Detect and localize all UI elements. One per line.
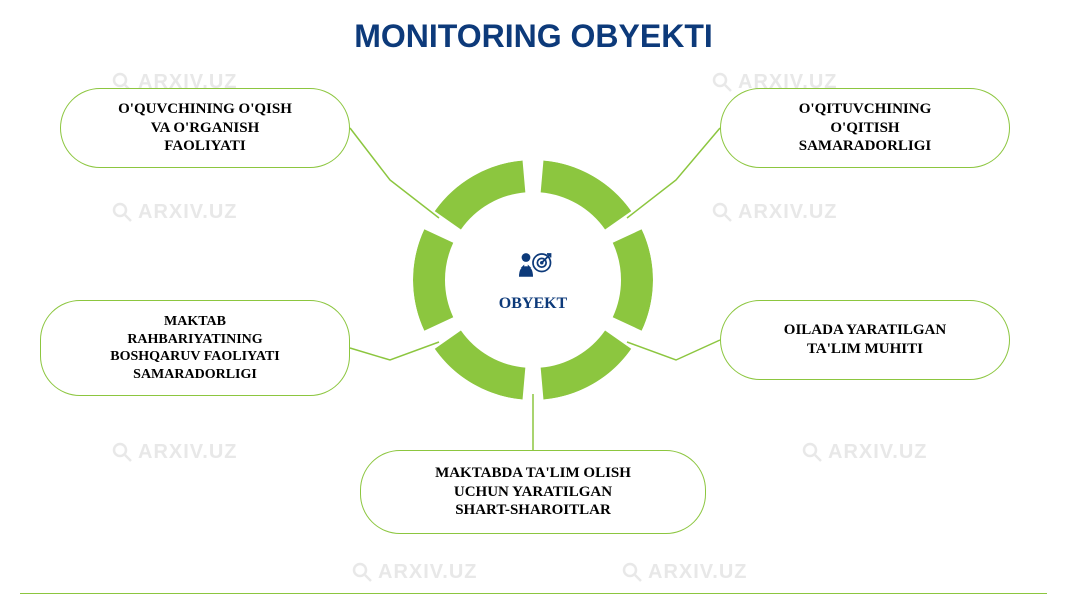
baseline-divider: [20, 593, 1047, 594]
person-target-icon: [512, 247, 554, 289]
diagram-node: O'QUVCHINING O'QISH VA O'RGANISH FAOLIYA…: [60, 88, 350, 168]
hub-center: OBYEKT: [465, 212, 601, 348]
watermark: ARXIV.UZ: [110, 440, 238, 464]
hub-label: OBYEKT: [499, 295, 567, 313]
watermark: ARXIV.UZ: [110, 200, 238, 224]
diagram-node: O'QITUVCHINING O'QITISH SAMARADORLIGI: [720, 88, 1010, 168]
watermark: ARXIV.UZ: [620, 560, 748, 584]
watermark: ARXIV.UZ: [350, 560, 478, 584]
diagram-node: MAKTAB RAHBARIYATINING BOSHQARUV FAOLIYA…: [40, 300, 350, 396]
page-title: MONITORING OBYEKTI: [354, 18, 713, 55]
diagram-node: MAKTABDA TA'LIM OLISH UCHUN YARATILGAN S…: [360, 450, 706, 534]
diagram-node: OILADA YARATILGAN TA'LIM MUHITI: [720, 300, 1010, 380]
watermark: ARXIV.UZ: [800, 440, 928, 464]
watermark: ARXIV.UZ: [710, 200, 838, 224]
